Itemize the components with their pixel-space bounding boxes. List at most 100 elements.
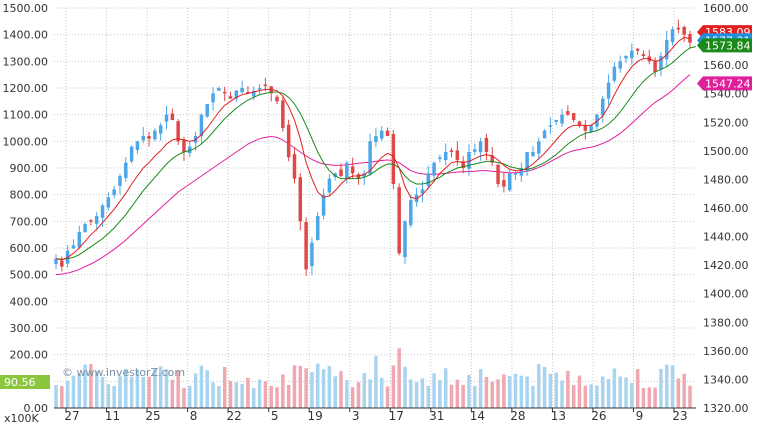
volume-bar: [350, 387, 355, 408]
candle-body: [222, 91, 227, 94]
candle-body: [182, 139, 186, 152]
candle-body: [374, 136, 378, 142]
candle-body: [269, 86, 273, 94]
volume-bar: [391, 365, 396, 408]
candle-body: [257, 88, 262, 90]
volume-bar: [449, 384, 454, 408]
right-tick-label: 1360.00: [703, 345, 749, 358]
right-tick-label: 1320.00: [703, 402, 749, 415]
volume-bar: [100, 376, 105, 408]
right-tick-label: 1420.00: [703, 259, 749, 272]
candle-body: [310, 242, 314, 267]
candle-body: [71, 245, 76, 249]
candle-body: [60, 260, 64, 267]
x-tick-label: 5: [271, 409, 279, 423]
chart-grid: [54, 7, 696, 409]
left-tick-label: 600.00: [10, 242, 49, 255]
x-tick-label: 22: [226, 409, 241, 423]
volume-bar: [71, 375, 76, 408]
volume-bar: [583, 385, 588, 408]
candle-body: [420, 189, 425, 194]
candle-body: [484, 137, 489, 152]
candle-body: [525, 152, 529, 172]
volume-bar: [420, 378, 425, 408]
candle-body: [443, 152, 448, 161]
volume-bar: [356, 382, 361, 408]
volume-bar: [263, 381, 268, 408]
volume-bar: [601, 376, 605, 408]
candle-body: [507, 173, 512, 191]
candle-body: [496, 164, 500, 184]
volume-bar: [65, 380, 70, 408]
volume-bar: [182, 387, 186, 408]
volume-bar: [246, 377, 250, 408]
candle-body: [426, 173, 431, 186]
volume-value: 90.56: [4, 376, 36, 389]
x-tick-label: 8: [190, 409, 198, 423]
candle-body: [158, 125, 163, 134]
volume-bar: [281, 374, 285, 408]
volume-bar: [548, 373, 553, 408]
candle-body: [635, 48, 640, 51]
candle-body: [211, 93, 215, 103]
volume-bar: [252, 387, 256, 408]
candle-body: [106, 197, 111, 208]
volume-bar: [170, 379, 175, 408]
volume-bar: [240, 383, 244, 408]
candle-body: [473, 149, 477, 152]
volume-bar: [653, 387, 657, 408]
candle-body: [94, 216, 99, 224]
candle-body: [164, 114, 169, 122]
volume-bar: [310, 372, 314, 408]
left-tick-label: 1000.00: [3, 135, 49, 148]
candle-body: [583, 125, 588, 131]
volume-bar: [484, 376, 489, 408]
volume-bar: [77, 373, 82, 408]
volume-bar: [455, 379, 460, 408]
candle-body: [275, 96, 279, 102]
volume-bar: [659, 368, 663, 408]
right-tick-label: 1560.00: [703, 59, 749, 72]
left-tick-label: 500.00: [10, 269, 49, 282]
volume-bar: [153, 369, 157, 408]
right-tick-label: 1600.00: [703, 2, 749, 15]
volume-bar: [531, 385, 535, 408]
candle-body: [409, 200, 413, 226]
volume-bar: [507, 375, 512, 408]
x-tick-label: 11: [105, 409, 120, 423]
volume-bar: [577, 375, 582, 408]
candle-body: [83, 224, 87, 233]
volume-bar: [60, 386, 64, 408]
candle-body: [141, 136, 145, 141]
candle-body: [188, 146, 192, 154]
volume-bar: [560, 380, 564, 408]
left-tick-label: 700.00: [10, 215, 49, 228]
candle-body: [403, 221, 407, 258]
candle-body: [612, 66, 617, 81]
volume-bar: [525, 376, 529, 408]
candle-body: [339, 169, 343, 176]
ma-mid-path: [55, 46, 696, 260]
left-tick-label: 800.00: [10, 189, 49, 202]
x-tick-label: 9: [636, 409, 644, 423]
volume-bar: [676, 378, 681, 408]
price-badge-value: 1573.84: [705, 39, 751, 52]
volume-bar: [106, 384, 111, 408]
volume-bar: [234, 382, 239, 408]
candle-body: [263, 84, 268, 87]
right-tick-label: 1400.00: [703, 288, 749, 301]
candle-body: [397, 187, 401, 254]
candle-body: [606, 82, 611, 99]
ma-slow-line: [55, 74, 691, 276]
volume-bar: [403, 366, 407, 408]
volume-bar: [647, 387, 652, 408]
candle-body: [490, 155, 494, 163]
volume-bar: [635, 369, 640, 408]
volume-bar: [275, 387, 279, 408]
candle-body: [537, 141, 541, 154]
x-tick-label: 19: [308, 409, 323, 423]
volume-bar: [670, 365, 675, 408]
volume-bar: [571, 384, 576, 408]
right-tick-label: 1460.00: [703, 202, 749, 215]
right-axis: 1320.00 1340.00 1360.00 1380.00 1400.00 1420.…: [703, 2, 749, 415]
